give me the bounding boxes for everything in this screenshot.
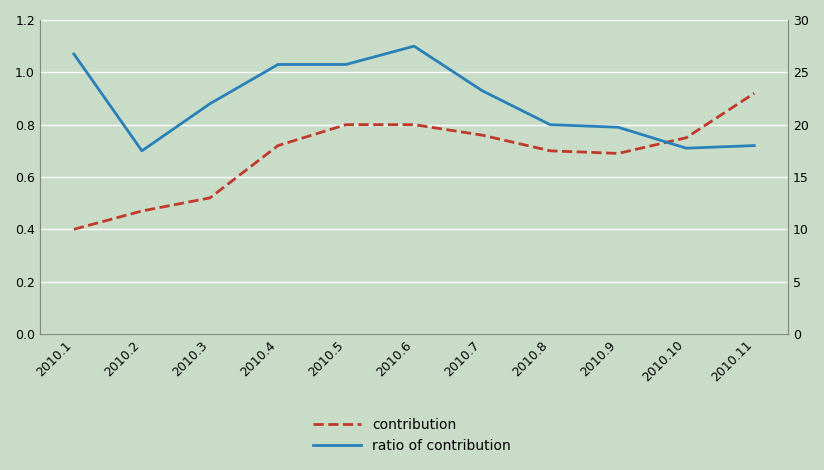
contribution [477, 132, 487, 138]
Line: contribution: contribution [74, 93, 754, 229]
contribution [137, 208, 147, 214]
contribution [273, 143, 283, 149]
ratio of contribution [749, 143, 759, 149]
ratio of contribution [137, 148, 147, 154]
contribution [410, 122, 419, 127]
Legend: contribution, ratio of contribution: contribution, ratio of contribution [307, 412, 517, 458]
contribution [545, 148, 555, 154]
ratio of contribution [545, 122, 555, 127]
ratio of contribution [477, 88, 487, 94]
ratio of contribution [410, 43, 419, 49]
ratio of contribution [205, 101, 215, 107]
Line: ratio of contribution: ratio of contribution [74, 46, 754, 151]
ratio of contribution [613, 125, 623, 130]
ratio of contribution [69, 51, 79, 57]
ratio of contribution [273, 62, 283, 67]
contribution [749, 90, 759, 96]
contribution [69, 227, 79, 232]
contribution [341, 122, 351, 127]
contribution [613, 150, 623, 156]
ratio of contribution [681, 145, 691, 151]
contribution [205, 195, 215, 201]
ratio of contribution [341, 62, 351, 67]
contribution [681, 135, 691, 141]
